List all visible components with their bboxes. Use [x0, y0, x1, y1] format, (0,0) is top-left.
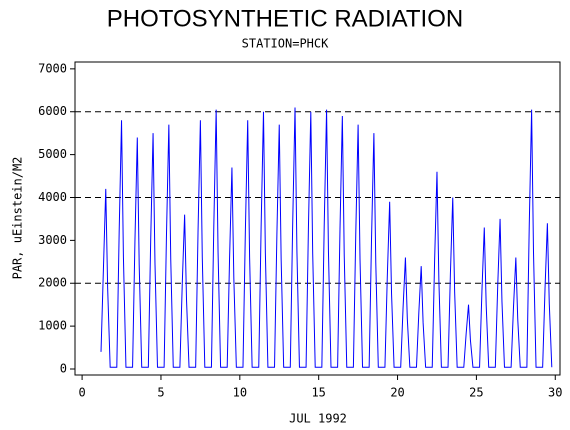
x-tick-label: 25: [469, 386, 483, 400]
y-tick-label: 0: [60, 361, 67, 375]
chart-subtitle: STATION=PHCK: [242, 37, 329, 51]
x-tick-label: 30: [548, 386, 562, 400]
y-tick-label: 1000: [38, 319, 67, 333]
y-tick-label: 4000: [38, 190, 67, 204]
chart-title: PHOTOSYNTHETIC RADIATION: [107, 5, 463, 32]
y-tick-label: 5000: [38, 147, 67, 161]
x-axis-label: JUL 1992: [289, 412, 347, 426]
x-tick-label: 15: [311, 386, 325, 400]
y-tick-label: 7000: [38, 61, 67, 75]
x-tick-label: 5: [157, 386, 164, 400]
y-tick-label: 2000: [38, 276, 67, 290]
x-tick-label: 20: [390, 386, 404, 400]
x-tick-label: 10: [233, 386, 247, 400]
plot-frame: [74, 61, 561, 376]
y-tick-label: 6000: [38, 104, 67, 118]
y-tick-label: 3000: [38, 233, 67, 247]
y-axis-label: PAR, uEinstein/M2: [11, 157, 25, 280]
data-line: [100, 107, 553, 368]
x-tick-label: 0: [78, 386, 85, 400]
